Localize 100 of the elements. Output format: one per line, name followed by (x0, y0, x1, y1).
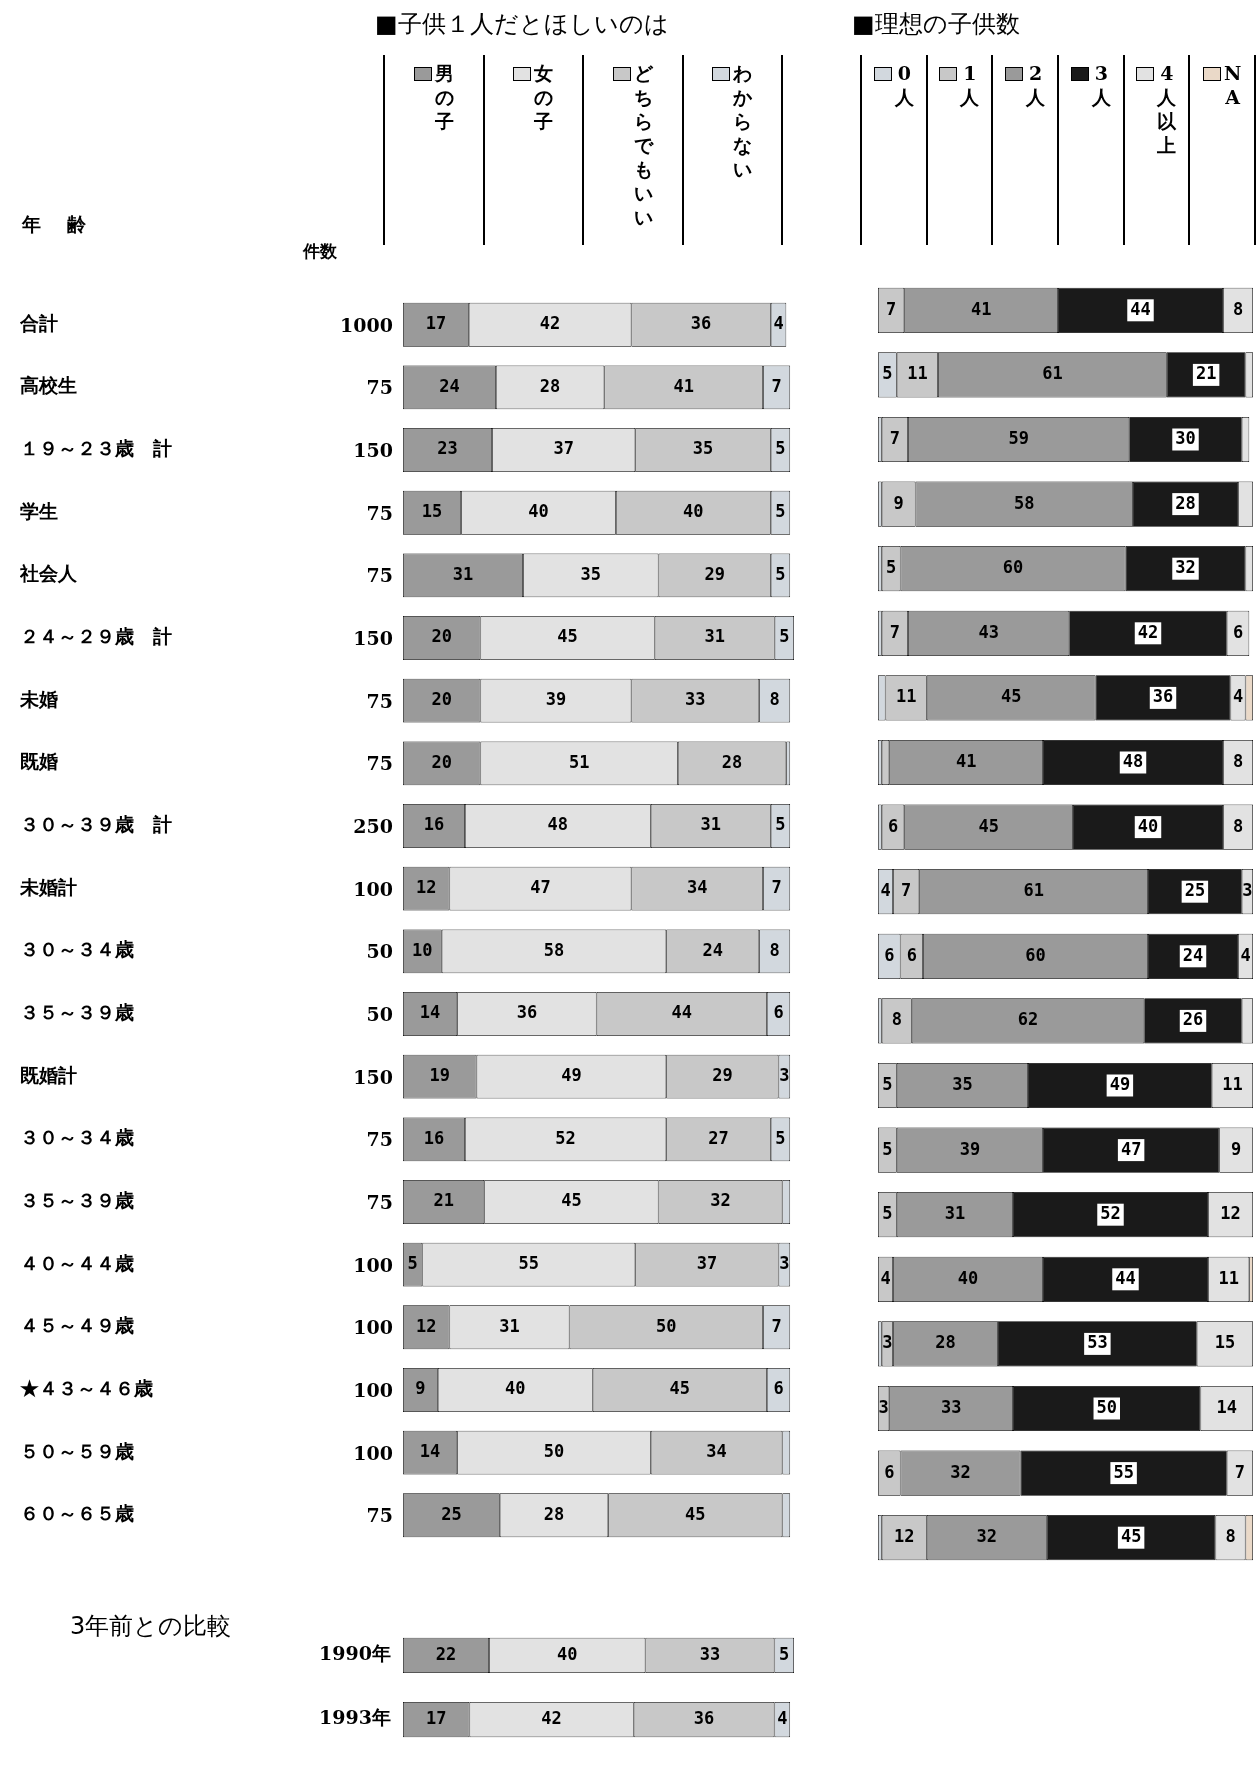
data-label: 17 (425, 1707, 447, 1728)
data-label: 28 (539, 375, 561, 396)
data-label: 7 (771, 877, 782, 898)
data-label: 39 (959, 1138, 981, 1159)
data-label: 3 (779, 1253, 790, 1274)
data-label: 11 (907, 363, 928, 384)
data-label: 4 (773, 313, 784, 334)
y2-tick-label: 150 (353, 1065, 393, 1088)
legend-label: 女の子 (534, 61, 554, 133)
y2-tick-label: 100 (353, 1316, 393, 1339)
data-label: 5 (775, 814, 786, 835)
y2-tick-label: 150 (353, 438, 393, 461)
data-label: 31 (944, 1203, 966, 1224)
y-tick-label: 未婚計 (19, 875, 77, 898)
y-tick-label: 既婚計 (20, 1063, 77, 1086)
data-label: 8 (1232, 750, 1244, 771)
data-label: 3 (878, 1396, 889, 1417)
data-label: 5 (779, 1643, 790, 1664)
data-label: 36 (693, 1707, 715, 1728)
data-label: 60 (1002, 557, 1024, 578)
data-label: 7 (889, 427, 900, 448)
data-label: 45 (1000, 686, 1022, 707)
data-label: 19 (429, 1065, 451, 1086)
data-label: 5 (775, 501, 786, 522)
data-label: 52 (555, 1127, 576, 1148)
data-label: 4 (880, 1267, 891, 1288)
y2-tick-label: 50 (366, 1002, 393, 1025)
data-label: 24 (439, 375, 460, 396)
y2-tick-label: 75 (366, 752, 393, 775)
data-label: 40 (505, 1378, 526, 1399)
data-label: 8 (1232, 815, 1244, 836)
data-label: 5 (775, 1127, 786, 1148)
data-label: 5 (882, 1203, 893, 1224)
data-label: 28 (721, 751, 743, 772)
data-label: 50 (656, 1315, 677, 1336)
data-label: 4 (1232, 686, 1244, 707)
data-label: 26 (1182, 1009, 1204, 1030)
y2-tick-label: 75 (366, 501, 393, 524)
data-label: 12 (1220, 1203, 1241, 1224)
y-tick-label: ３５～３９歳 (20, 1000, 134, 1023)
data-label: 42 (541, 1707, 562, 1728)
data-label: 7 (886, 298, 897, 319)
legend-label: 1人 (960, 61, 980, 109)
data-label: 5 (779, 626, 790, 647)
legend-label: NA (1223, 61, 1242, 109)
data-label: 9 (1231, 1138, 1242, 1159)
data-label: 58 (543, 939, 565, 960)
legend-label: どちらでもいい (633, 61, 653, 229)
data-label: 22 (435, 1643, 457, 1664)
data-label: 7 (1234, 1461, 1245, 1482)
data-label: 33 (699, 1643, 721, 1664)
data-label: 27 (708, 1127, 729, 1148)
data-label: 41 (955, 750, 977, 771)
data-label: 45 (669, 1378, 691, 1399)
data-label: 31 (452, 563, 474, 584)
data-label: 5 (882, 1138, 893, 1159)
data-label: 48 (1122, 750, 1144, 771)
data-label: 5 (407, 1253, 418, 1274)
data-label: 36 (690, 313, 712, 334)
data-label: 11 (1218, 1267, 1239, 1288)
data-label: 48 (547, 814, 569, 835)
data-label: 31 (704, 626, 725, 647)
data-label: 9 (415, 1378, 426, 1399)
y2-tick-label: 75 (366, 1504, 393, 1527)
data-label: 7 (889, 621, 900, 642)
data-label: 4 (1240, 944, 1251, 965)
data-label: 45 (561, 1190, 582, 1211)
data-label: 37 (696, 1253, 718, 1274)
data-label: 40 (1137, 815, 1159, 836)
y2-tick-label: 1000 (340, 313, 393, 336)
y-tick-label: ２４～２９歳 計 (20, 624, 172, 647)
data-label: 17 (425, 313, 447, 334)
data-label: 28 (935, 1332, 956, 1353)
y2-tick-label: 100 (353, 1378, 393, 1401)
data-label: 6 (906, 944, 917, 965)
data-label: 39 (545, 689, 567, 710)
data-label: 59 (1008, 427, 1029, 448)
y-tick-label: 社会人 (19, 562, 78, 585)
data-label: 3 (779, 1065, 790, 1086)
y2-tick-label: 250 (353, 814, 393, 837)
data-label: 6 (1232, 621, 1244, 642)
legend-label: 0人 (894, 61, 914, 109)
y-tick-label: 学生 (20, 499, 58, 522)
data-label: 5 (775, 563, 786, 584)
y-axis-title: 年齢 (22, 212, 112, 237)
data-label: 32 (710, 1190, 731, 1211)
data-label: 30 (1175, 427, 1196, 448)
data-label: 12 (894, 1526, 915, 1547)
data-label: 4 (777, 1707, 788, 1728)
data-label: 11 (895, 686, 917, 707)
data-label: 23 (437, 438, 458, 459)
data-label: 44 (1130, 298, 1151, 319)
data-label: 7 (771, 1315, 782, 1336)
data-label: 32 (976, 1526, 997, 1547)
data-label: 6 (887, 815, 899, 836)
data-label: 29 (712, 1065, 733, 1086)
y-tick-label: ４０～４４歳 (20, 1251, 134, 1274)
data-label: 6 (773, 1378, 784, 1399)
data-label: 36 (516, 1002, 538, 1023)
data-label: 36 (1152, 686, 1174, 707)
